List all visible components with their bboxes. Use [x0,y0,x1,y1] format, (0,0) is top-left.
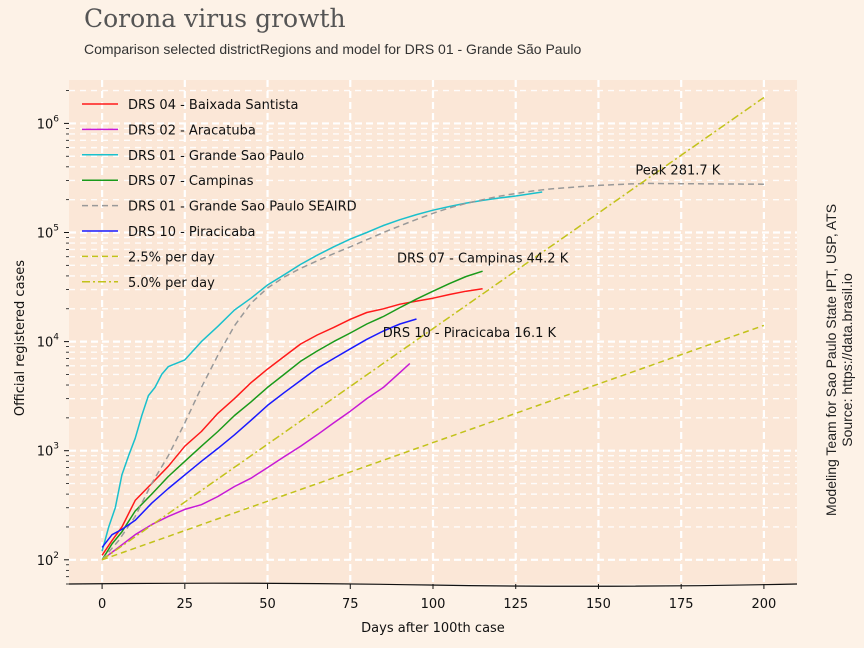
x-tick-label: 200 [751,597,776,612]
legend-label-2: DRS 01 - Grande Sao Paulo [128,149,304,164]
annotation-2: DRS 10 - Piracicaba 16.1 K [383,326,557,341]
annotation-0: Peak 281.7 K [635,164,720,179]
x-axis-label: Days after 100th case [361,621,505,636]
legend-label-4: DRS 01 - Grande Sao Paulo SEAIRD [128,200,357,215]
y-tick-label: 106 [37,114,60,132]
credit-line-2: Source: https://data.brasil.io [839,273,855,447]
x-tick-label: 175 [669,597,694,612]
series-line-6 [101,324,765,561]
series-line-2 [101,191,543,552]
series-lines [101,96,765,561]
y-axis-label: Official registered cases [13,260,28,416]
grid [69,80,797,584]
legend-label-7: 5.0% per day [128,276,215,291]
credit-line-1: Modeling Team for Sao Paulo State IPT, U… [823,204,839,516]
x-tick-label: 25 [177,597,194,612]
chart-subtitle: Comparison selected districtRegions and … [84,41,582,57]
x-tick-label: 150 [586,597,611,612]
axes: 0 25 50 75 100 125 150 175 200 102 103 104 105 106 [37,90,798,612]
series-line-1 [101,362,411,561]
legend-label-0: DRS 04 - Baixada Santista [128,98,298,113]
legend-label-5: DRS 10 - Piracicaba [128,225,256,240]
chart-title: Corona virus growth [84,4,346,33]
y-tick-label: 105 [37,224,59,242]
series-line-7 [101,96,765,561]
legend-label-1: DRS 02 - Aracatuba [128,123,256,138]
y-tick-label: 102 [37,551,59,569]
annotation-1: DRS 07 - Campinas 44.2 K [397,252,569,267]
x-axis-line [68,582,798,587]
x-tick-label: 50 [259,597,276,612]
legend-label-6: 2.5% per day [128,250,215,265]
x-tick-label: 0 [98,597,106,612]
series-line-4 [101,182,764,561]
y-tick-label: 104 [37,333,60,351]
y-tick-label: 103 [37,442,59,460]
x-tick-label: 125 [503,597,528,612]
series-line-3 [101,270,483,561]
annotations: Peak 281.7 K DRS 07 - Campinas 44.2 K DRS … [383,164,721,342]
x-tick-label: 75 [342,597,359,612]
legend-label-3: DRS 07 - Campinas [128,174,254,189]
x-tick-label: 100 [421,597,446,612]
series-line-5 [101,318,417,548]
legend: DRS 04 - Baixada Santista DRS 02 - Aracat… [82,98,357,291]
